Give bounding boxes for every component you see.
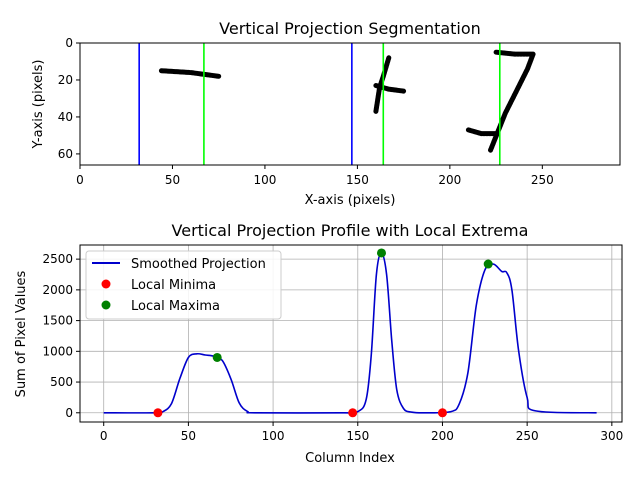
y-tick-label: 20	[58, 73, 73, 87]
handwriting-stroke	[158, 68, 222, 79]
x-tick-label: 50	[165, 173, 180, 187]
handwriting-stroke	[373, 55, 392, 114]
legend-box	[85, 250, 282, 320]
y-tick-label: 0	[65, 406, 73, 420]
legend: Smoothed Projection Local Minima Local M…	[85, 250, 282, 320]
x-tick-label: 0	[100, 429, 108, 443]
x-tick-label: 100	[253, 173, 276, 187]
profile-y-ticks: 0 500 1000 1500 2000 2500	[42, 252, 80, 420]
legend-label-maxima: Local Maxima	[131, 299, 220, 314]
segmentation-y-label: Y-axis (pixels)	[31, 60, 46, 150]
local-minima-points	[153, 408, 447, 418]
local-maxima-points	[212, 248, 493, 362]
y-tick-label: 0	[65, 36, 73, 50]
profile-y-label: Sum of Pixel Values	[14, 270, 29, 397]
y-tick-label: 1500	[42, 314, 73, 328]
legend-label-minima: Local Minima	[131, 278, 216, 293]
y-tick-label: 40	[58, 110, 73, 124]
y-tick-label: 500	[50, 375, 73, 389]
local-minimum-point	[348, 408, 358, 418]
segment-lines	[138, 43, 501, 165]
profile-panel: Vertical Projection Profile with Local E…	[14, 221, 623, 466]
x-tick-label: 300	[600, 429, 623, 443]
x-tick-label: 250	[531, 173, 554, 187]
segmentation-frame	[79, 42, 621, 166]
x-tick-label: 50	[181, 429, 196, 443]
local-minimum-point	[437, 408, 447, 418]
segmentation-y-ticks: 0 20 40 60	[58, 36, 80, 161]
handwriting-stroke	[373, 83, 407, 94]
handwriting-stroke	[465, 127, 499, 137]
profile-frame	[79, 244, 623, 423]
x-tick-label: 100	[262, 429, 285, 443]
legend-label-projection: Smoothed Projection	[131, 257, 266, 272]
segmentation-image-background	[80, 43, 620, 165]
local-maximum-point	[376, 248, 386, 258]
legend-maxima-marker	[101, 300, 111, 310]
y-tick-label: 2500	[42, 252, 73, 266]
segmentation-x-label: X-axis (pixels)	[305, 193, 396, 208]
y-tick-label: 1000	[42, 344, 73, 358]
x-tick-label: 150	[346, 429, 369, 443]
x-tick-label: 250	[516, 429, 539, 443]
profile-title: Vertical Projection Profile with Local E…	[172, 221, 529, 240]
profile-x-label: Column Index	[305, 451, 395, 466]
x-tick-label: 200	[438, 173, 461, 187]
x-tick-label: 200	[431, 429, 454, 443]
segmentation-title: Vertical Projection Segmentation	[219, 19, 481, 38]
legend-minima-marker	[101, 279, 111, 289]
segmentation-panel: Vertical Projection Segmentation 0 50 100 1…	[31, 19, 621, 208]
segmentation-x-ticks: 0 50 100 150 200 250	[76, 165, 554, 187]
x-tick-label: 150	[346, 173, 369, 187]
local-minimum-point	[153, 408, 163, 418]
local-maximum-point	[483, 259, 493, 269]
y-tick-label: 2000	[42, 283, 73, 297]
profile-x-ticks: 0 50 100 150 200 250 300	[100, 422, 623, 443]
x-tick-label: 0	[76, 173, 84, 187]
y-tick-label: 60	[58, 147, 73, 161]
local-maximum-point	[212, 352, 222, 362]
